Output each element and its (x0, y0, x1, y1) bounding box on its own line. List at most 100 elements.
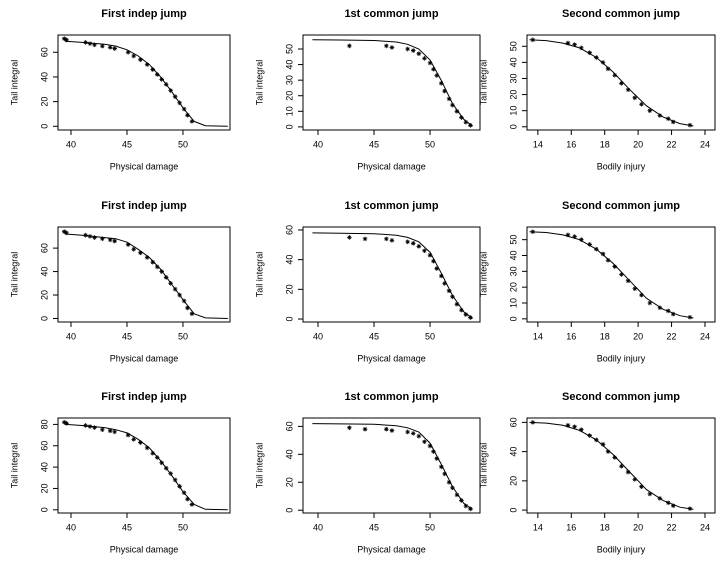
data-point (154, 264, 160, 270)
data-point (112, 238, 117, 244)
data-point (172, 477, 178, 483)
y-axis-label: Tail integral (478, 60, 488, 106)
data-point (454, 301, 460, 307)
data-point (405, 429, 410, 435)
data-point (83, 232, 88, 238)
panel-title: 1st common jump (344, 200, 438, 212)
data-point (150, 450, 156, 456)
data-point (565, 40, 571, 46)
data-point (647, 491, 653, 497)
data-point (619, 272, 624, 277)
x-tick-label: 40 (66, 522, 76, 532)
data-point (405, 239, 410, 245)
data-point (657, 496, 663, 501)
panel: Second common jump Bodily injury Tail inte… (478, 8, 716, 171)
data-point (61, 229, 67, 234)
data-point (64, 230, 69, 236)
y-axis-label: Tail integral (254, 252, 264, 298)
data-point (389, 238, 395, 243)
x-tick-label: 20 (633, 139, 643, 149)
data-point (594, 55, 599, 60)
data-point (347, 425, 352, 431)
y-tick-label: 0 (284, 124, 294, 129)
data-point (530, 420, 536, 425)
data-point (687, 314, 693, 320)
data-point (362, 236, 368, 242)
panel: First indep jump Physical damage Tail inte… (9, 8, 231, 171)
y-axis-label: Tail integral (9, 443, 19, 489)
data-point (442, 281, 447, 286)
data-point (384, 236, 389, 242)
data-point (468, 123, 473, 128)
data-point (605, 66, 611, 72)
data-point (154, 455, 160, 460)
data-point (665, 308, 671, 314)
data-point (657, 113, 663, 118)
x-tick-label: 50 (425, 331, 435, 341)
data-point (670, 119, 676, 125)
y-axis-label: Tail integral (9, 60, 19, 106)
data-point (612, 72, 618, 78)
data-point (422, 248, 427, 254)
panel-title: First indep jump (101, 391, 187, 403)
x-axis-label: Physical damage (357, 544, 426, 554)
panel: 1st common jump Physical damage Tail integ… (254, 391, 481, 554)
data-point (362, 426, 368, 432)
data-point (144, 255, 150, 260)
y-tick-label: 80 (39, 419, 49, 429)
x-axis-label: Bodily injury (597, 161, 646, 171)
data-point (434, 456, 440, 461)
y-tick-label: 40 (39, 462, 49, 472)
x-axis-label: Physical damage (110, 544, 179, 554)
y-tick-label: 40 (508, 250, 518, 260)
data-point (422, 56, 427, 61)
data-point (83, 423, 88, 428)
panel-title: 1st common jump (344, 391, 438, 403)
data-point (144, 62, 150, 67)
y-tick-label: 0 (284, 508, 294, 513)
y-tick-label: 40 (39, 72, 49, 82)
y-tick-label: 0 (508, 508, 518, 513)
y-axis-label: Tail integral (478, 443, 488, 489)
data-point (389, 45, 395, 50)
y-tick-label: 60 (39, 243, 49, 253)
data-point (600, 60, 606, 65)
fitted-curve (65, 423, 228, 511)
fitted-curve (65, 40, 228, 127)
plot-box (57, 226, 231, 323)
x-tick-label: 14 (533, 331, 543, 341)
panel-title: First indep jump (101, 200, 187, 212)
y-tick-label: 40 (284, 255, 294, 265)
data-point (410, 48, 416, 53)
y-tick-label: 10 (284, 106, 294, 116)
data-point (125, 49, 131, 55)
x-axis-label: Physical damage (357, 353, 426, 363)
panel: First indep jump Physical damage Tail inte… (9, 391, 231, 554)
data-point (410, 431, 416, 436)
data-point (670, 311, 676, 317)
data-point (159, 269, 164, 274)
data-point (438, 464, 444, 470)
data-point (150, 259, 156, 265)
plot-box (526, 417, 716, 514)
x-tick-label: 50 (178, 139, 188, 149)
data-point (416, 51, 422, 56)
data-point (431, 449, 436, 454)
data-point (177, 100, 182, 106)
data-point (100, 427, 105, 433)
data-point (438, 273, 444, 279)
y-tick-label: 0 (39, 507, 49, 512)
data-point (107, 428, 113, 434)
data-point (61, 36, 67, 42)
y-tick-label: 20 (508, 282, 518, 292)
y-tick-label: 40 (284, 60, 294, 70)
data-point (107, 237, 113, 243)
plot-box (526, 34, 716, 131)
panel-title: 1st common jump (344, 8, 438, 20)
data-point (594, 246, 599, 252)
data-point (185, 112, 190, 118)
data-point (347, 43, 352, 49)
data-point (665, 116, 671, 122)
y-tick-label: 60 (39, 47, 49, 57)
y-tick-label: 50 (284, 44, 294, 54)
